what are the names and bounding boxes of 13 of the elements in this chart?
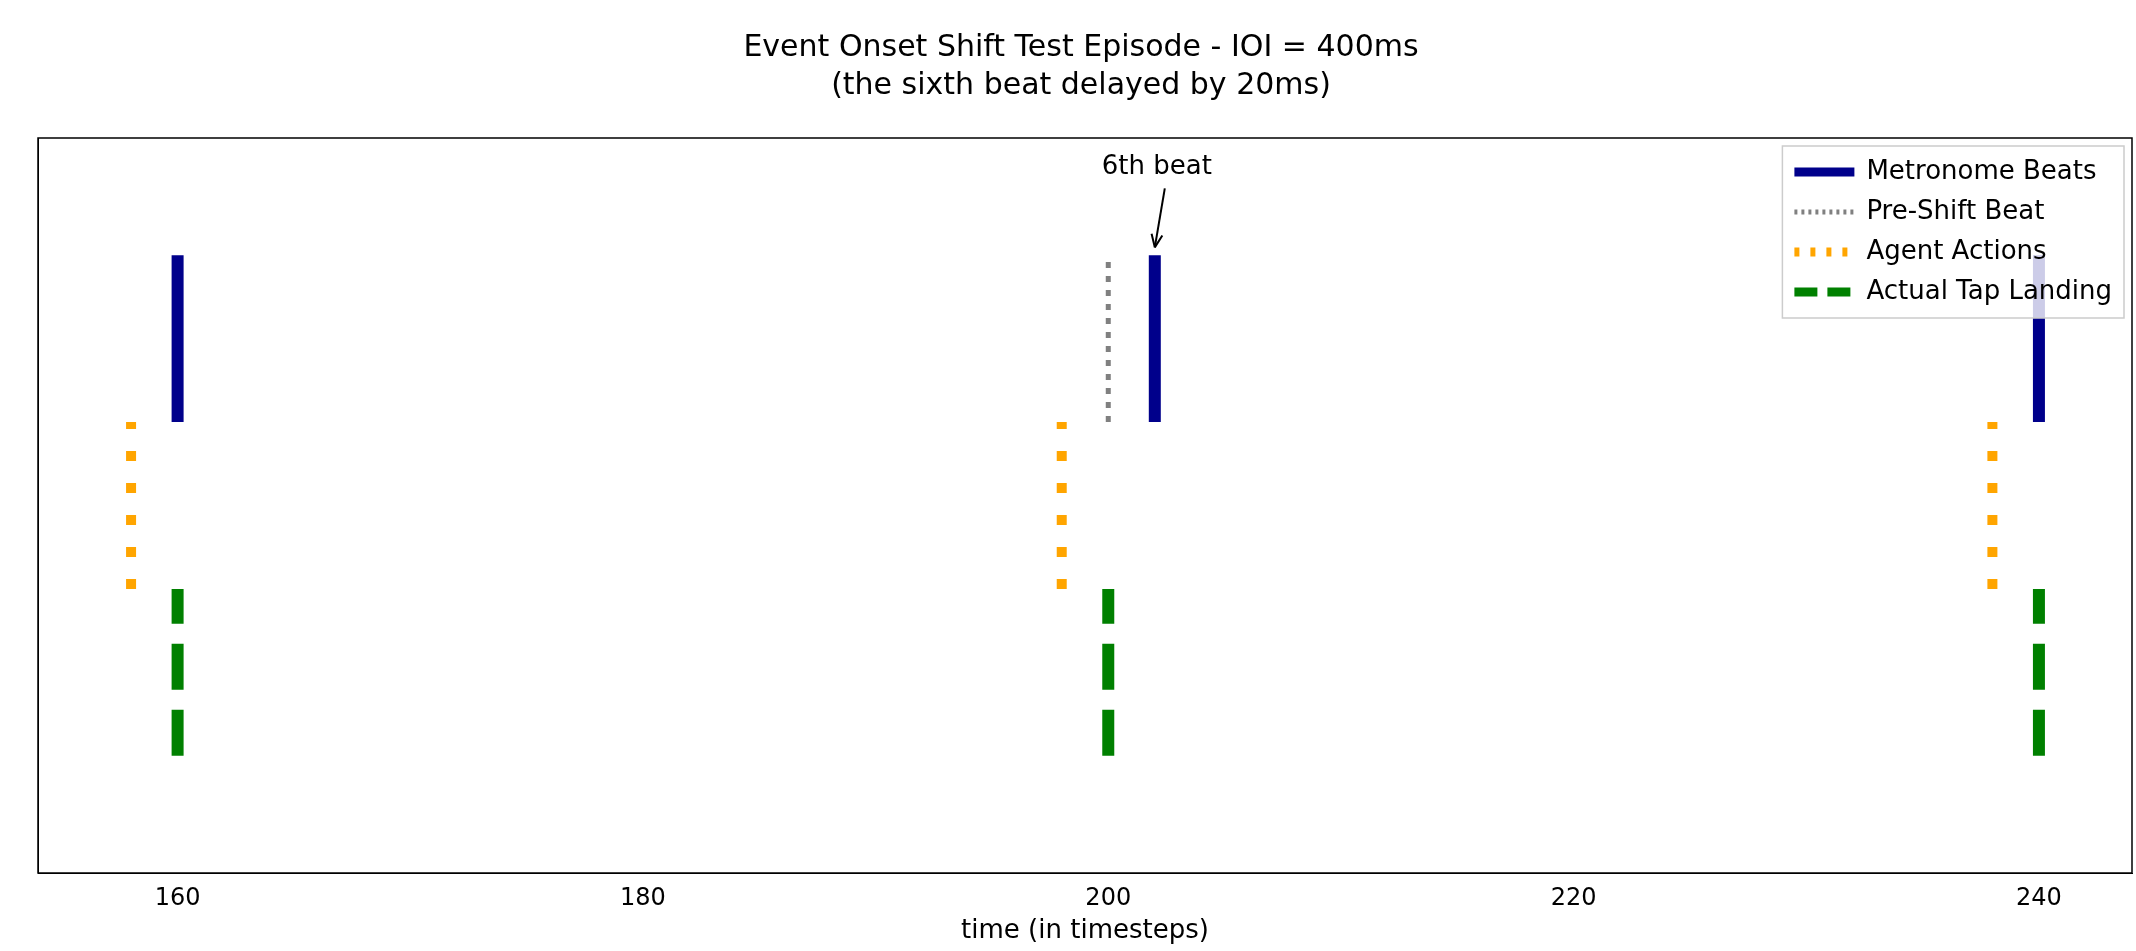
annotation: 6th beat	[1101, 150, 1212, 181]
x-tick-label: 220	[1550, 882, 1597, 911]
chart-subtitle: (the sixth beat delayed by 20ms)	[831, 65, 1331, 101]
legend-label: Pre-Shift Beat	[1866, 194, 2045, 225]
legend-label: Actual Tap Landing	[1866, 274, 2113, 305]
x-tick-label: 240	[2016, 882, 2062, 911]
chart-title: Event Onset Shift Test Episode - IOI = 400ms	[743, 27, 1419, 63]
x-axis-title: time (in timesteps)	[961, 914, 1209, 945]
x-tick-label: 180	[620, 882, 666, 911]
x-tick-label: 200	[1085, 882, 1132, 911]
legend-label: Metronome Beats	[1866, 154, 2097, 185]
legend-label: Agent Actions	[1866, 234, 2047, 265]
x-tick-label: 160	[154, 882, 201, 911]
